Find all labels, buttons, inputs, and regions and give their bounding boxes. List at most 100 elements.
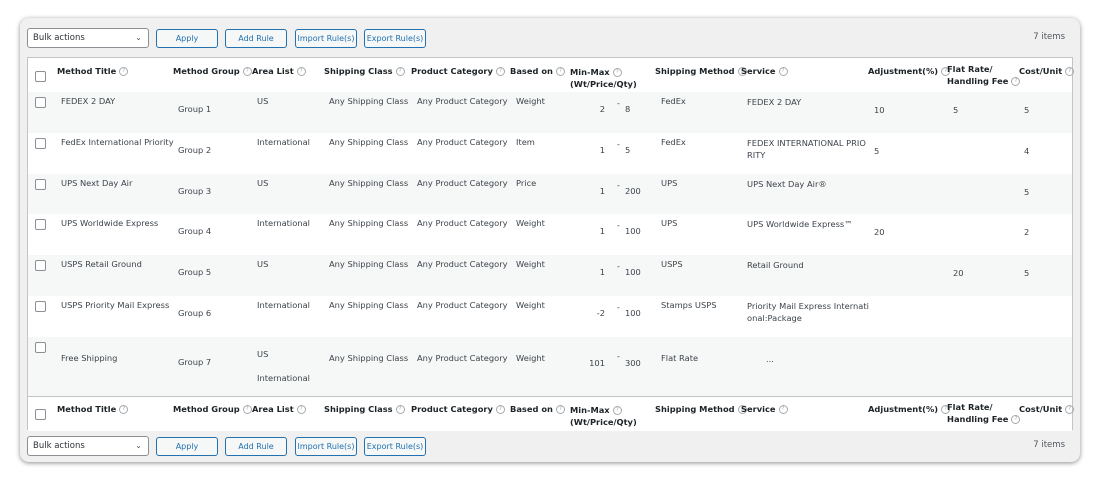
help-icon[interactable]: ? [737,405,747,414]
import-rules-button-bottom[interactable]: Import Rule(s) [295,437,357,456]
table-row[interactable]: USPS Retail Ground Group 5 US Any Shippi… [28,255,1072,296]
shipping-method: Flat Rate [661,353,699,363]
apply-button-bottom[interactable]: Apply [156,437,218,456]
based-on: Weight [516,259,545,269]
help-icon[interactable]: ? [1065,67,1075,76]
apply-button[interactable]: Apply [156,29,218,48]
help-icon[interactable]: ? [296,405,306,414]
col-flat-rate[interactable]: Flat Rate/Handling Fee? [947,401,1021,425]
add-rule-button[interactable]: Add Rule [225,29,287,48]
col-area-list[interactable]: Area List? [252,66,306,76]
method-title-link[interactable]: USPS Retail Ground [61,259,142,269]
bulk-actions-select-bottom[interactable]: Bulk actions ⌄ [27,436,149,456]
method-title-link[interactable]: FedEx International Priority [61,137,174,147]
col-based-on[interactable]: Based on? [510,66,565,76]
adjustment: 5 [874,146,880,156]
help-icon[interactable]: ? [612,406,622,415]
col-product-category[interactable]: Product Category? [411,66,505,76]
table-row[interactable]: Free Shipping Group 7 US International An… [28,337,1072,396]
help-icon[interactable]: ? [555,67,565,76]
col-method-title[interactable]: Method Title? [57,66,129,76]
row-checkbox[interactable] [35,301,46,312]
range-separator: - [617,99,620,108]
table-row[interactable]: UPS Worldwide Express Group 4 Internatio… [28,214,1072,255]
help-icon[interactable]: ? [242,405,252,414]
cost-unit: 2 [1024,227,1030,237]
help-icon[interactable]: ? [296,67,306,76]
max-value: 100 [625,267,641,277]
service: Priority Mail Express Internati onal:Pack… [747,301,869,323]
help-icon[interactable]: ? [737,67,747,76]
row-checkbox[interactable] [35,97,46,108]
row-checkbox[interactable] [35,138,46,149]
method-title-link[interactable]: UPS Worldwide Express [61,218,159,228]
help-icon[interactable]: ? [941,67,951,76]
help-icon[interactable]: ? [495,67,505,76]
col-adjustment[interactable]: Adjustment(%)? [868,66,951,76]
product-category: Any Product Category [417,259,508,269]
based-on: Price [516,178,537,188]
help-icon[interactable]: ? [395,67,405,76]
help-icon[interactable]: ? [242,67,252,76]
col-method-title[interactable]: Method Title? [57,404,129,414]
import-rules-button[interactable]: Import Rule(s) [295,29,357,48]
col-method-group[interactable]: Method Group? [173,66,252,76]
method-title-link[interactable]: USPS Priority Mail Express [61,300,170,310]
help-icon[interactable]: ? [612,68,622,77]
based-on: Weight [516,96,545,106]
max-value: 300 [625,358,641,368]
select-all-checkbox[interactable] [35,71,46,82]
help-icon[interactable]: ? [1011,77,1021,86]
row-checkbox[interactable] [35,219,46,230]
bulk-actions-select[interactable]: Bulk actions ⌄ [27,28,149,48]
method-title-link[interactable]: UPS Next Day Air [61,178,133,188]
table-row[interactable]: UPS Next Day Air Group 3 US Any Shipping… [28,174,1072,214]
export-rules-button-bottom[interactable]: Export Rule(s) [364,437,426,456]
col-shipping-class[interactable]: Shipping Class? [324,66,405,76]
help-icon[interactable]: ? [941,405,951,414]
col-service[interactable]: Service? [741,404,788,414]
export-rules-button[interactable]: Export Rule(s) [364,29,426,48]
table-footer: Method Title? Method Group? Area List? S… [28,396,1075,431]
col-based-on[interactable]: Based on? [510,404,565,414]
col-shipping-method[interactable]: Shipping Method? [655,404,747,414]
tablenav-bottom: Bulk actions ⌄ Apply Add Rule Import Rul… [27,436,1073,458]
row-checkbox[interactable] [35,342,46,353]
col-cost-unit[interactable]: Cost/Unit? [1019,404,1075,414]
shipping-class: Any Shipping Class [329,96,409,106]
flat-rate: 5 [953,105,959,115]
help-icon[interactable]: ? [119,67,129,76]
col-shipping-class[interactable]: Shipping Class? [324,404,405,414]
help-icon[interactable]: ? [495,405,505,414]
col-cost-unit[interactable]: Cost/Unit? [1019,66,1075,76]
select-all-checkbox-bottom[interactable] [35,409,46,420]
method-title-link[interactable]: Free Shipping [61,353,118,363]
help-icon[interactable]: ? [1011,415,1021,424]
method-title-link[interactable]: FEDEX 2 DAY [61,96,116,106]
rules-table: Method Title? Method Group? Area List? S… [27,57,1075,431]
help-icon[interactable]: ? [395,405,405,414]
table-row[interactable]: FEDEX 2 DAY Group 1 US Any Shipping Clas… [28,92,1072,133]
help-icon[interactable]: ? [778,67,788,76]
help-icon[interactable]: ? [1065,405,1075,414]
add-rule-button-bottom[interactable]: Add Rule [225,437,287,456]
min-value: 1 [599,267,605,277]
col-adjustment[interactable]: Adjustment(%)? [868,404,951,414]
col-min-max[interactable]: Min-Max? (Wt/Price/Qty) [570,405,637,427]
row-checkbox[interactable] [35,179,46,190]
help-icon[interactable]: ? [119,405,129,414]
help-icon[interactable]: ? [778,405,788,414]
range-separator: - [617,262,620,271]
table-row[interactable]: USPS Priority Mail Express Group 6 Inter… [28,296,1072,337]
range-separator: - [617,221,620,230]
col-product-category[interactable]: Product Category? [411,404,505,414]
col-service[interactable]: Service? [741,66,788,76]
row-checkbox[interactable] [35,260,46,271]
col-method-group[interactable]: Method Group? [173,404,252,414]
table-row[interactable]: FedEx International Priority Group 2 Int… [28,133,1072,174]
col-min-max[interactable]: Min-Max? (Wt/Price/Qty) [570,67,637,89]
col-flat-rate[interactable]: Flat Rate/Handling Fee? [947,63,1021,87]
col-area-list[interactable]: Area List? [252,404,306,414]
help-icon[interactable]: ? [555,405,565,414]
col-shipping-method[interactable]: Shipping Method? [655,66,747,76]
